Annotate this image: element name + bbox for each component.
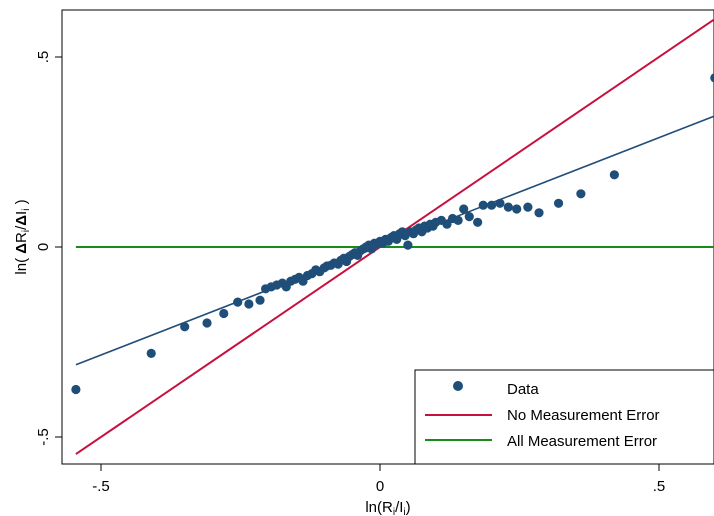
- data-point: [180, 322, 190, 332]
- data-point: [473, 217, 483, 227]
- y-tick-label: -.5: [35, 428, 52, 446]
- data-point: [487, 200, 497, 210]
- data-point: [244, 299, 254, 309]
- data-point: [146, 348, 156, 358]
- legend-data-marker: [453, 381, 463, 391]
- x-tick-label: .5: [653, 478, 666, 495]
- data-point: [464, 212, 474, 222]
- x-tick-label: -.5: [92, 478, 110, 495]
- data-point: [233, 297, 243, 307]
- data-point: [609, 170, 619, 180]
- data-point: [576, 189, 586, 199]
- data-point: [219, 308, 229, 319]
- y-axis: -.5 0 .5: [35, 51, 62, 446]
- data-points: [71, 73, 714, 395]
- data-point: [71, 384, 81, 395]
- data-point: [512, 204, 522, 214]
- y-tick-label: .5: [35, 51, 52, 64]
- data-point: [255, 295, 265, 305]
- data-point: [453, 215, 463, 225]
- data-point: [553, 198, 564, 208]
- data-point: [478, 200, 488, 210]
- legend-data-label: Data: [507, 381, 539, 398]
- data-point: [495, 198, 505, 208]
- data-point: [403, 240, 413, 250]
- data-point: [459, 204, 469, 214]
- x-tick-label: 0: [376, 478, 384, 495]
- data-point: [503, 202, 513, 212]
- legend-box: [414, 369, 714, 465]
- x-axis-title: ln(Ri/Ii): [365, 499, 410, 516]
- data-point: [710, 73, 714, 83]
- data-point: [534, 208, 544, 218]
- data-point: [523, 202, 533, 212]
- legend-all-error-label: All Measurement Error: [507, 433, 657, 450]
- plot-frame: [61, 9, 714, 465]
- legend: Data No Measurement Error All Measuremen…: [414, 369, 714, 465]
- x-axis: -.5 0 .5: [92, 464, 665, 495]
- y-axis-title: ln( ΔRi/ΔIi ): [13, 199, 32, 274]
- data-point: [202, 318, 212, 328]
- y-tick-label: 0: [35, 243, 52, 251]
- data-point: [442, 219, 452, 229]
- legend-no-error-label: No Measurement Error: [507, 407, 660, 424]
